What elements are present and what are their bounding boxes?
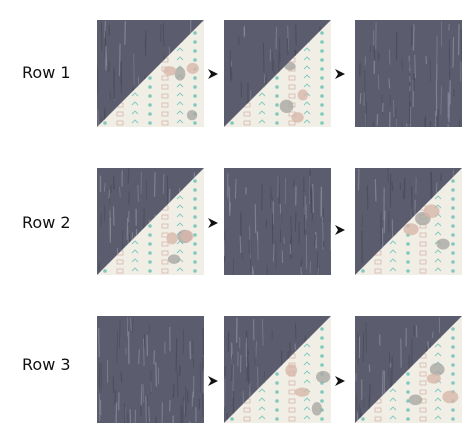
row-label-2: Row 2 xyxy=(22,213,71,232)
row-label-1: Row 1 xyxy=(22,63,71,82)
block-row3-col3 xyxy=(355,316,462,423)
right-arrow-icon xyxy=(206,216,220,230)
solid-square-block xyxy=(355,20,462,127)
solid-square-block xyxy=(224,168,331,275)
row-label-3: Row 3 xyxy=(22,355,71,374)
block-row3-col1 xyxy=(97,316,204,423)
block-row1-col2 xyxy=(224,20,331,127)
block-row1-col1 xyxy=(97,20,204,127)
right-arrow-icon xyxy=(206,67,220,81)
half-square-triangle-block xyxy=(97,168,204,275)
half-square-triangle-block xyxy=(355,168,462,275)
block-row3-col2 xyxy=(224,316,331,423)
block-row2-col3 xyxy=(355,168,462,275)
half-square-triangle-block xyxy=(224,20,331,127)
right-arrow-icon xyxy=(206,374,220,388)
block-row1-col3 xyxy=(355,20,462,127)
half-square-triangle-block xyxy=(97,20,204,127)
half-square-triangle-block xyxy=(355,316,462,423)
block-row2-col1 xyxy=(97,168,204,275)
right-arrow-icon xyxy=(333,67,347,81)
solid-square-block xyxy=(97,316,204,423)
right-arrow-icon xyxy=(333,374,347,388)
block-row2-col2 xyxy=(224,168,331,275)
half-square-triangle-block xyxy=(224,316,331,423)
right-arrow-icon xyxy=(333,223,347,237)
